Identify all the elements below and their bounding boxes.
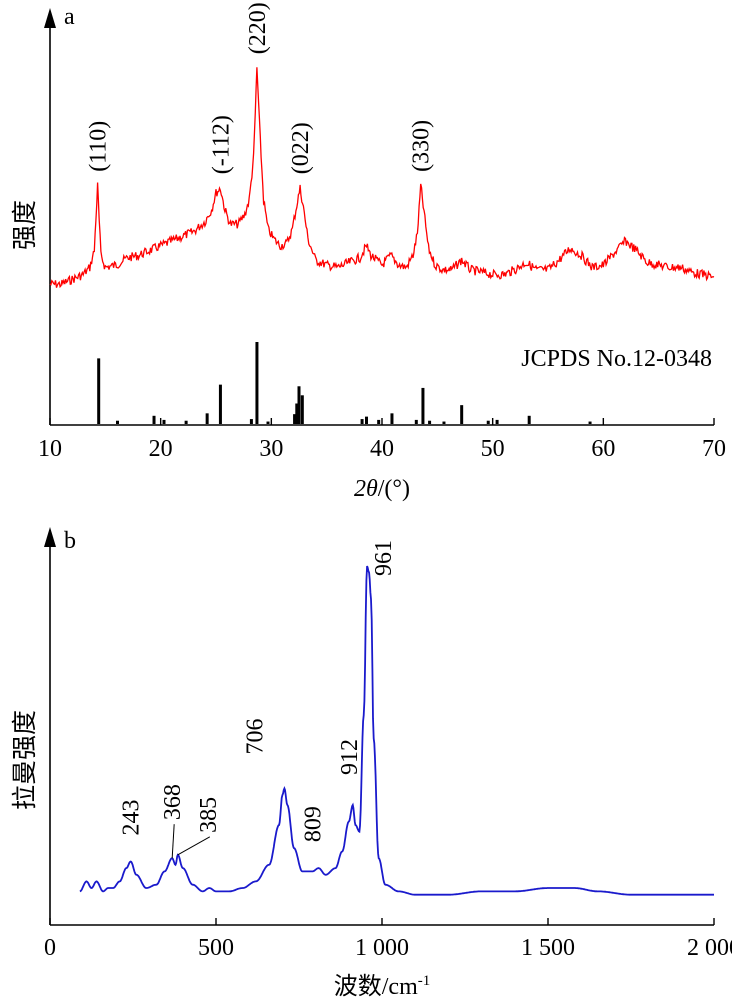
- raman-x-tick-label: 500: [198, 935, 234, 961]
- raman-spectrum-line: [79, 565, 714, 896]
- xrd-panel-label: a: [64, 4, 75, 30]
- raman-peak-leader-line: [171, 824, 175, 859]
- xrd-peak-label: (-112): [208, 115, 234, 174]
- raman-y-axis-arrow: [44, 527, 56, 547]
- raman-x-tick-label: 2 000: [687, 935, 732, 961]
- raman-peak-label: 961: [371, 540, 397, 576]
- raman-panel: b 拉曼强度 波数/cm-1 0 500 1 000 1 500 2 000 243 36…: [11, 527, 732, 1000]
- xrd-peak-label: (220): [245, 2, 271, 54]
- xrd-y-axis-arrow: [44, 8, 56, 28]
- xrd-pattern-line: [49, 67, 715, 289]
- raman-panel-label: b: [64, 528, 76, 554]
- raman-peak-leader-line: [177, 836, 211, 856]
- xrd-x-tick-label: 10: [38, 436, 62, 462]
- raman-peak-label: 809: [301, 806, 327, 842]
- raman-x-tick-label: 0: [44, 935, 56, 961]
- xrd-y-label: 强度: [11, 200, 39, 250]
- xrd-panel: a 强度 2θ/(°) JCPDS No.12-0348 10 20 30 40 50 6…: [11, 2, 726, 502]
- raman-x-label: 波数/cm-1: [334, 973, 431, 1000]
- xrd-peak-label: (330): [409, 120, 435, 172]
- raman-x-tick-label: 1 500: [521, 935, 575, 961]
- xrd-peak-label: (022): [288, 122, 314, 174]
- raman-peak-label: 706: [242, 718, 268, 754]
- raman-peak-label: 368: [160, 784, 186, 820]
- xrd-x-tick-label: 50: [481, 436, 505, 462]
- xrd-x-tick-label: 30: [259, 436, 283, 462]
- raman-y-label: 拉曼强度: [11, 710, 39, 810]
- xrd-peak-label: (110): [86, 121, 112, 172]
- raman-peak-label: 912: [337, 739, 363, 775]
- raman-peak-label: 243: [119, 799, 145, 835]
- jcpds-reference-label: JCPDS No.12-0348: [521, 346, 712, 372]
- xrd-x-tick-label: 20: [149, 436, 173, 462]
- xrd-x-tick-label: 40: [370, 436, 394, 462]
- xrd-x-label: 2θ/(°): [354, 476, 410, 502]
- raman-x-tick-label: 1 000: [355, 935, 409, 961]
- xrd-x-tick-label: 70: [702, 436, 726, 462]
- xrd-x-tick-label: 60: [591, 436, 615, 462]
- raman-peak-label: 385: [196, 797, 222, 833]
